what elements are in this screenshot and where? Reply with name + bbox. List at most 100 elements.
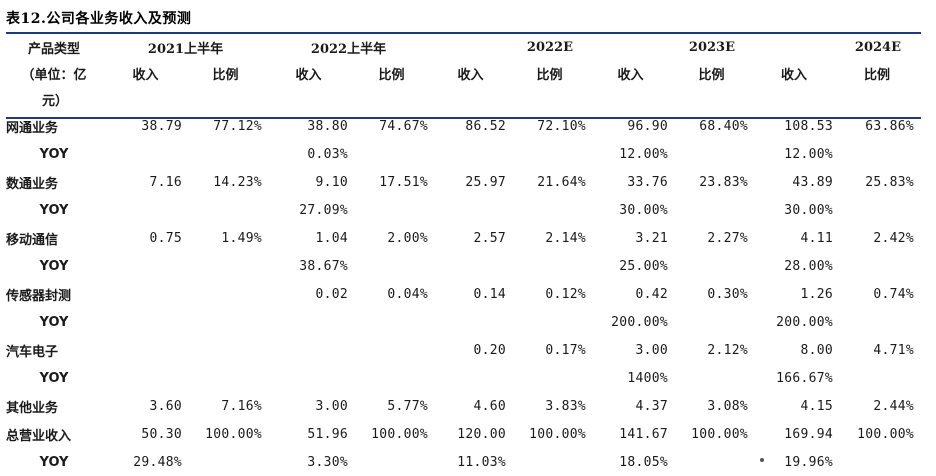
table-cell: 43.89 bbox=[792, 174, 833, 190]
table-cell: 100.00% bbox=[371, 426, 428, 442]
table-cell: 18.05% bbox=[619, 454, 668, 470]
yoy-row: YOY 1400% 166.67% bbox=[6, 364, 921, 392]
sub-header: 比例 bbox=[212, 67, 239, 83]
table-row: 总营业收入 50.30 100.00% 51.96 100.00% 120.00 100.0… bbox=[6, 420, 921, 448]
table-cell: 1.49% bbox=[221, 230, 262, 246]
table-cell: 5.77% bbox=[387, 398, 428, 414]
table-cell: 120.00 bbox=[457, 426, 506, 442]
period-header: 2021上半年 bbox=[147, 41, 224, 57]
table-cell: 29.48% bbox=[133, 454, 182, 470]
table-row: 数通业务 7.16 14.23% 9.10 17.51% 25.97 21.64% 33.76… bbox=[6, 168, 921, 196]
period-header: 2022E bbox=[526, 39, 573, 55]
table-cell bbox=[435, 140, 513, 168]
table-cell: 7.16% bbox=[221, 398, 262, 414]
table-cell: 0.14 bbox=[473, 286, 506, 302]
table-cell bbox=[355, 308, 435, 336]
table-cell: 3.30% bbox=[307, 454, 348, 470]
table-cell: 3.08% bbox=[707, 398, 748, 414]
table-cell: 200.00% bbox=[776, 314, 833, 330]
table-cell: 4.37 bbox=[635, 398, 668, 414]
period-header: 2024E bbox=[854, 39, 901, 55]
table-cell: 25.97 bbox=[465, 174, 506, 190]
table-cell bbox=[109, 336, 189, 364]
table-cell bbox=[355, 448, 435, 476]
table-cell bbox=[189, 252, 269, 280]
table-row: 网通业务 38.79 77.12% 38.80 74.67% 86.52 72.10% 96.… bbox=[6, 112, 921, 140]
table-cell bbox=[109, 364, 189, 392]
table-row: 传感器封测 0.02 0.04% 0.14 0.12% 0.42 0.30% 1.26 0.74… bbox=[6, 280, 921, 308]
sub-header: 收入 bbox=[295, 67, 322, 83]
table-cell bbox=[189, 336, 269, 364]
row-label: 网通业务 bbox=[6, 120, 59, 136]
table-cell: 0.20 bbox=[473, 342, 506, 358]
table-cell: 4.60 bbox=[473, 398, 506, 414]
table-cell bbox=[189, 308, 269, 336]
table-cell: 2.00% bbox=[387, 230, 428, 246]
table-cell bbox=[675, 252, 755, 280]
table-cell: 25.00% bbox=[619, 258, 668, 274]
table-cell bbox=[840, 252, 921, 280]
table-cell bbox=[513, 196, 593, 224]
table-cell bbox=[355, 140, 435, 168]
top-rule bbox=[6, 32, 921, 34]
table-cell bbox=[109, 280, 189, 308]
header-row-subs: （单位：亿 收入 比例 收入 比例 收入 比例 收入 比例 收入 比例 bbox=[6, 60, 921, 86]
table-row: 其他业务 3.60 7.16% 3.00 5.77% 4.60 3.83% 4.37 3.08%… bbox=[6, 392, 921, 420]
table-cell: 50.30 bbox=[141, 426, 182, 442]
table-cell: 1400% bbox=[627, 370, 668, 386]
table-cell: 0.03% bbox=[307, 146, 348, 162]
row-label: YOY bbox=[39, 146, 69, 162]
table-cell: 19.96% bbox=[784, 454, 833, 470]
table-cell: 11.03% bbox=[457, 454, 506, 470]
yoy-row: YOY 0.03% 12.00% 12.00% bbox=[6, 140, 921, 168]
table-cell: 0.30% bbox=[707, 286, 748, 302]
table-cell bbox=[355, 252, 435, 280]
period-header: 2022上半年 bbox=[310, 41, 387, 57]
table-cell bbox=[513, 308, 593, 336]
header-row-unit: 元） bbox=[6, 86, 921, 112]
table-title: 表12.公司各业务收入及预测 bbox=[6, 11, 192, 27]
table-cell: 17.51% bbox=[379, 174, 428, 190]
table-cell: 28.00% bbox=[784, 258, 833, 274]
table-cell bbox=[109, 196, 189, 224]
table-cell bbox=[513, 448, 593, 476]
table-cell: 100.00% bbox=[691, 426, 748, 442]
sub-header: 收入 bbox=[132, 67, 159, 83]
table-cell bbox=[109, 308, 189, 336]
table-cell: 33.76 bbox=[627, 174, 668, 190]
table-cell bbox=[355, 364, 435, 392]
table-cell bbox=[189, 280, 269, 308]
row-label: YOY bbox=[39, 314, 69, 330]
table-cell bbox=[435, 364, 513, 392]
table-cell: 86.52 bbox=[465, 118, 506, 134]
table-cell: 12.00% bbox=[619, 146, 668, 162]
watermark-dot bbox=[760, 458, 764, 462]
table-cell: 141.67 bbox=[619, 426, 668, 442]
table-cell bbox=[189, 196, 269, 224]
table-row: 汽车电子 0.20 0.17% 3.00 2.12% 8.00 4.71% bbox=[6, 336, 921, 364]
table-cell bbox=[189, 140, 269, 168]
sub-header: 比例 bbox=[698, 67, 725, 83]
table-cell: 108.53 bbox=[784, 118, 833, 134]
table-cell: 23.83% bbox=[699, 174, 748, 190]
unit-header: （单位：亿 bbox=[21, 67, 87, 83]
table-cell: 2.44% bbox=[873, 398, 914, 414]
table-cell: 0.74% bbox=[873, 286, 914, 302]
table-cell bbox=[269, 308, 355, 336]
sub-header: 比例 bbox=[863, 67, 890, 83]
table-cell: 166.67% bbox=[776, 370, 833, 386]
table-cell: 2.14% bbox=[545, 230, 586, 246]
table-cell bbox=[840, 364, 921, 392]
table-cell: 9.10 bbox=[315, 174, 348, 190]
table-cell: 77.12% bbox=[213, 118, 262, 134]
table-cell: 63.86% bbox=[865, 118, 914, 134]
yoy-row: YOY 29.48% 3.30% 11.03% 18.05% 19.96% bbox=[6, 448, 921, 476]
sub-header: 收入 bbox=[457, 67, 484, 83]
table-cell: 3.00 bbox=[315, 398, 348, 414]
table-cell: 100.00% bbox=[857, 426, 914, 442]
table-cell: 72.10% bbox=[537, 118, 586, 134]
table-row: 移动通信 0.75 1.49% 1.04 2.00% 2.57 2.14% 3.21 2.27%… bbox=[6, 224, 921, 252]
table-cell bbox=[513, 140, 593, 168]
table-cell: 51.96 bbox=[307, 426, 348, 442]
table-cell bbox=[675, 448, 755, 476]
